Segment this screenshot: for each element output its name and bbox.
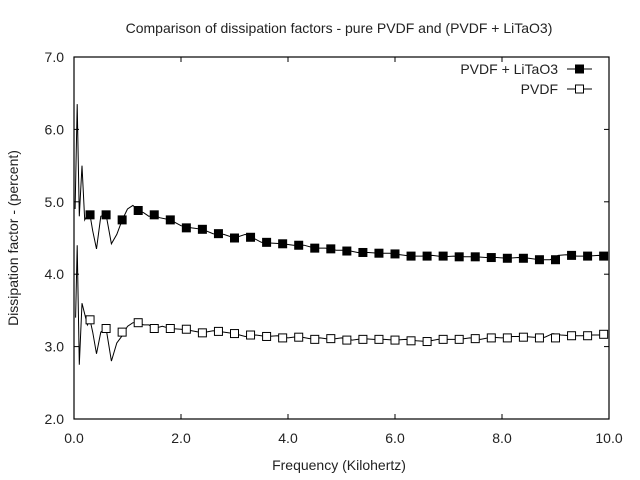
data-point xyxy=(486,253,496,263)
data-point xyxy=(470,252,480,262)
data-point xyxy=(133,318,143,328)
data-point xyxy=(567,331,577,341)
plot-frame xyxy=(73,56,610,420)
data-point xyxy=(85,315,95,325)
data-point xyxy=(358,247,368,257)
data-point xyxy=(197,328,207,338)
data-point xyxy=(181,324,191,334)
data-point xyxy=(278,333,288,343)
data-point xyxy=(470,334,480,344)
data-point xyxy=(374,248,384,258)
data-point xyxy=(149,324,159,333)
data-point xyxy=(358,334,368,344)
data-point xyxy=(422,251,432,261)
data-point xyxy=(181,223,191,233)
series-line xyxy=(75,245,607,365)
data-point xyxy=(534,333,544,343)
legend-label: PVDF xyxy=(521,81,558,97)
data-point xyxy=(213,229,223,239)
data-point xyxy=(502,253,512,263)
x-tick-label: 10.0 xyxy=(595,430,622,446)
data-point xyxy=(438,251,448,261)
x-tick-label: 6.0 xyxy=(385,430,405,446)
data-point xyxy=(518,332,528,342)
data-point xyxy=(213,326,223,336)
x-axis-ticks: 0.0 2.0 4.0 6.0 8.0 10.0 xyxy=(64,57,623,446)
data-point xyxy=(246,330,256,340)
y-tick-label: 4.0 xyxy=(45,266,65,282)
y-axis-label: Dissipation factor - (percent) xyxy=(5,150,21,326)
data-point xyxy=(278,239,288,249)
data-point xyxy=(390,335,400,345)
data-point xyxy=(551,333,560,343)
data-point xyxy=(422,337,432,347)
data-point xyxy=(165,324,175,333)
y-tick-label: 2.0 xyxy=(45,411,65,427)
data-point xyxy=(583,251,593,261)
data-point xyxy=(310,334,320,344)
data-point xyxy=(374,334,384,344)
data-point xyxy=(486,333,496,343)
x-tick-label: 2.0 xyxy=(171,430,191,446)
series-pvdf-litao3 xyxy=(74,104,609,265)
data-point xyxy=(101,210,111,220)
y-axis-ticks: 2.0 3.0 4.0 5.0 6.0 7.0 xyxy=(45,49,609,427)
y-tick-label: 3.0 xyxy=(45,339,65,355)
data-point xyxy=(294,240,304,250)
y-tick-label: 5.0 xyxy=(45,194,65,210)
data-point xyxy=(551,255,560,265)
data-point xyxy=(117,215,127,225)
data-point xyxy=(583,331,593,341)
data-point xyxy=(117,327,127,337)
data-point xyxy=(246,232,256,242)
data-point xyxy=(406,336,416,346)
data-point xyxy=(230,329,239,339)
chart-title: Comparison of dissipation factors - pure… xyxy=(126,20,553,36)
data-point xyxy=(599,329,609,339)
legend-marker xyxy=(575,64,584,74)
x-axis-label: Frequency (Kilohertz) xyxy=(272,457,406,473)
data-point xyxy=(149,210,159,220)
data-point xyxy=(101,324,111,333)
legend-marker xyxy=(575,84,584,94)
data-point xyxy=(230,233,239,243)
series-line xyxy=(74,104,607,261)
data-point xyxy=(342,246,352,256)
data-point xyxy=(262,331,272,341)
y-tick-label: 7.0 xyxy=(45,49,65,65)
data-point xyxy=(310,243,320,253)
data-point xyxy=(567,250,577,260)
data-point xyxy=(518,253,528,263)
data-point xyxy=(326,334,336,344)
data-point xyxy=(197,224,207,234)
series-pvdf xyxy=(75,245,609,365)
data-point xyxy=(85,210,95,220)
data-point xyxy=(165,215,175,225)
data-point xyxy=(599,251,609,261)
x-tick-label: 0.0 xyxy=(64,430,84,446)
series-group xyxy=(74,104,609,365)
data-point xyxy=(326,244,336,254)
legend-label: PVDF + LiTaO3 xyxy=(460,61,558,77)
data-point xyxy=(454,252,464,262)
x-tick-label: 8.0 xyxy=(492,430,512,446)
data-point xyxy=(294,332,304,342)
data-point xyxy=(438,334,448,344)
data-point xyxy=(133,205,143,215)
x-tick-label: 4.0 xyxy=(278,430,298,446)
data-point xyxy=(262,237,272,247)
data-point xyxy=(534,255,544,265)
y-tick-label: 6.0 xyxy=(45,121,65,137)
data-point xyxy=(390,249,400,259)
data-point xyxy=(342,335,352,345)
axes xyxy=(73,56,610,420)
legend: PVDF + LiTaO3 PVDF xyxy=(460,61,592,97)
data-point xyxy=(454,334,464,344)
data-point xyxy=(406,251,416,261)
data-point xyxy=(502,333,512,343)
